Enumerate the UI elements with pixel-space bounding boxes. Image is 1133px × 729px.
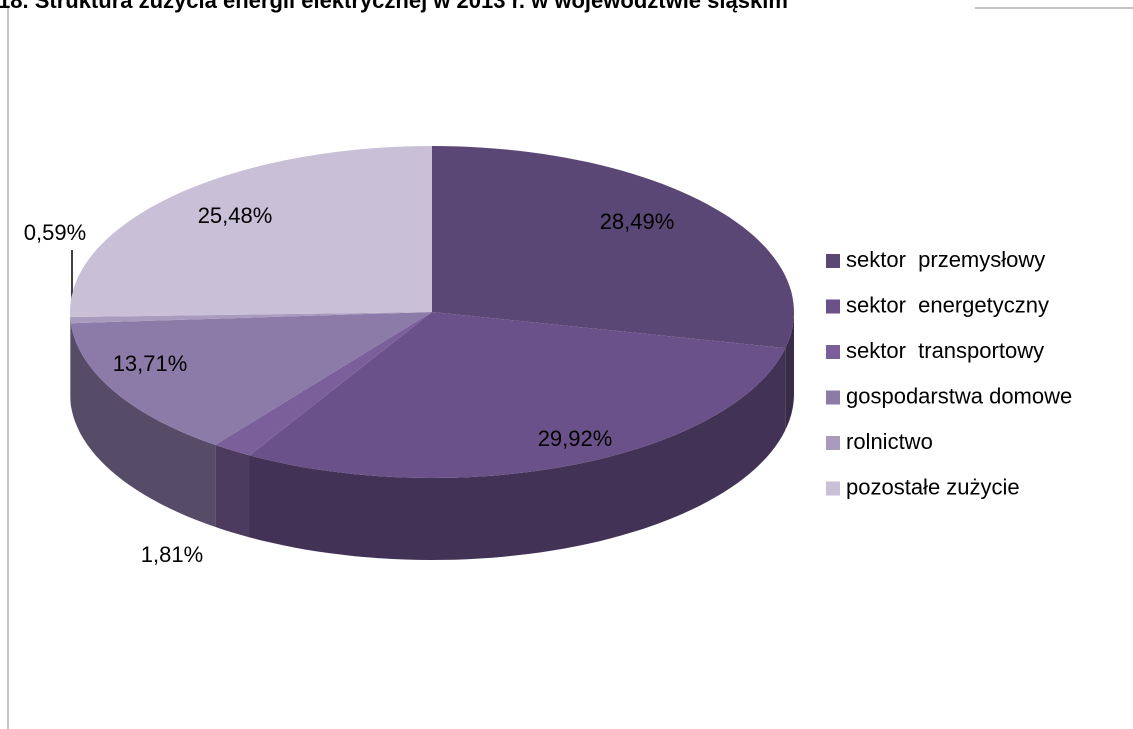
data-label: 29,92% (538, 426, 613, 451)
data-label: 0,59% (24, 220, 86, 245)
legend-label: sektor energetyczny (846, 292, 1049, 317)
legend-swatch (826, 481, 840, 496)
data-label: 28,49% (600, 209, 675, 234)
pie-slice (215, 312, 432, 456)
pie-slice (70, 312, 433, 445)
chart-title: 18. Struktura zużycia energii elektryczn… (0, 0, 788, 13)
legend-label: sektor transportowy (846, 338, 1044, 363)
legend-swatch (826, 299, 840, 314)
data-label: 1,81% (141, 542, 203, 567)
pie-side (70, 323, 216, 527)
pie-slice (249, 312, 786, 478)
pie-slice (70, 146, 432, 317)
legend-label: rolnictwo (846, 429, 933, 454)
legend-swatch (826, 390, 840, 405)
legend-swatch (826, 254, 840, 268)
legend-label: pozostałe zużycie (846, 474, 1020, 499)
legend-swatch (826, 436, 840, 450)
data-label: 25,48% (198, 203, 273, 228)
legend-label: gospodarstwa domowe (846, 383, 1072, 408)
pie-side (215, 444, 250, 538)
data-label: 13,71% (113, 351, 188, 376)
pie-side (249, 348, 786, 560)
pie-side (70, 317, 71, 406)
legend-swatch (826, 345, 840, 359)
pie-side (785, 312, 794, 431)
pie-slice (432, 146, 794, 349)
legend-label: sektor przemysłowy (846, 247, 1045, 272)
pie-slice (70, 312, 432, 324)
